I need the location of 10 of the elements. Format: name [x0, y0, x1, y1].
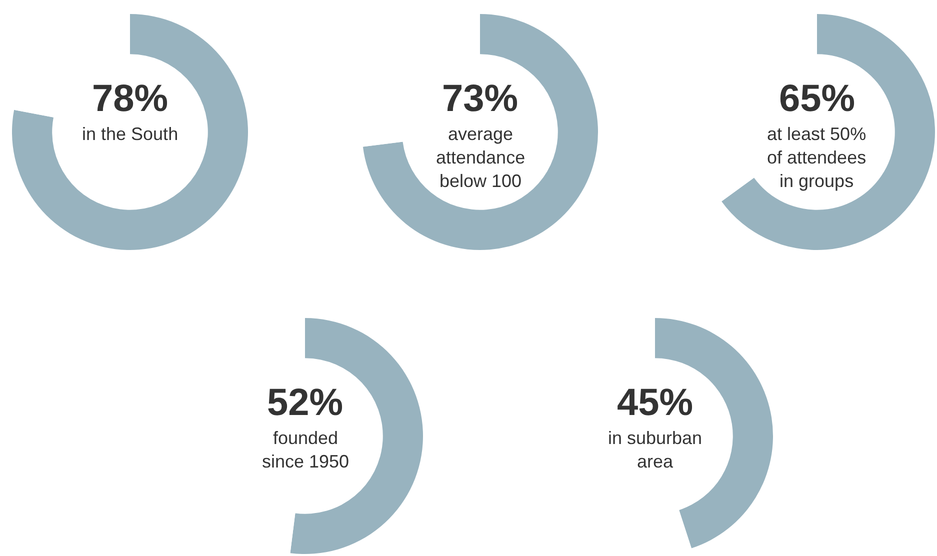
slice-label: average attendance below 100 [436, 124, 526, 191]
data-label: 73% [442, 78, 518, 120]
slice-label: in the South [82, 124, 178, 144]
slice-label: at least 50% of attendees in groups [767, 124, 866, 191]
data-label: 52% [267, 382, 344, 424]
data-label: 65% [779, 78, 856, 120]
slice-label: founded since 1950 [262, 428, 350, 472]
data-label: 78% [92, 78, 168, 120]
slice-label: in suburban area [608, 428, 702, 472]
data-label: 45% [617, 382, 694, 424]
